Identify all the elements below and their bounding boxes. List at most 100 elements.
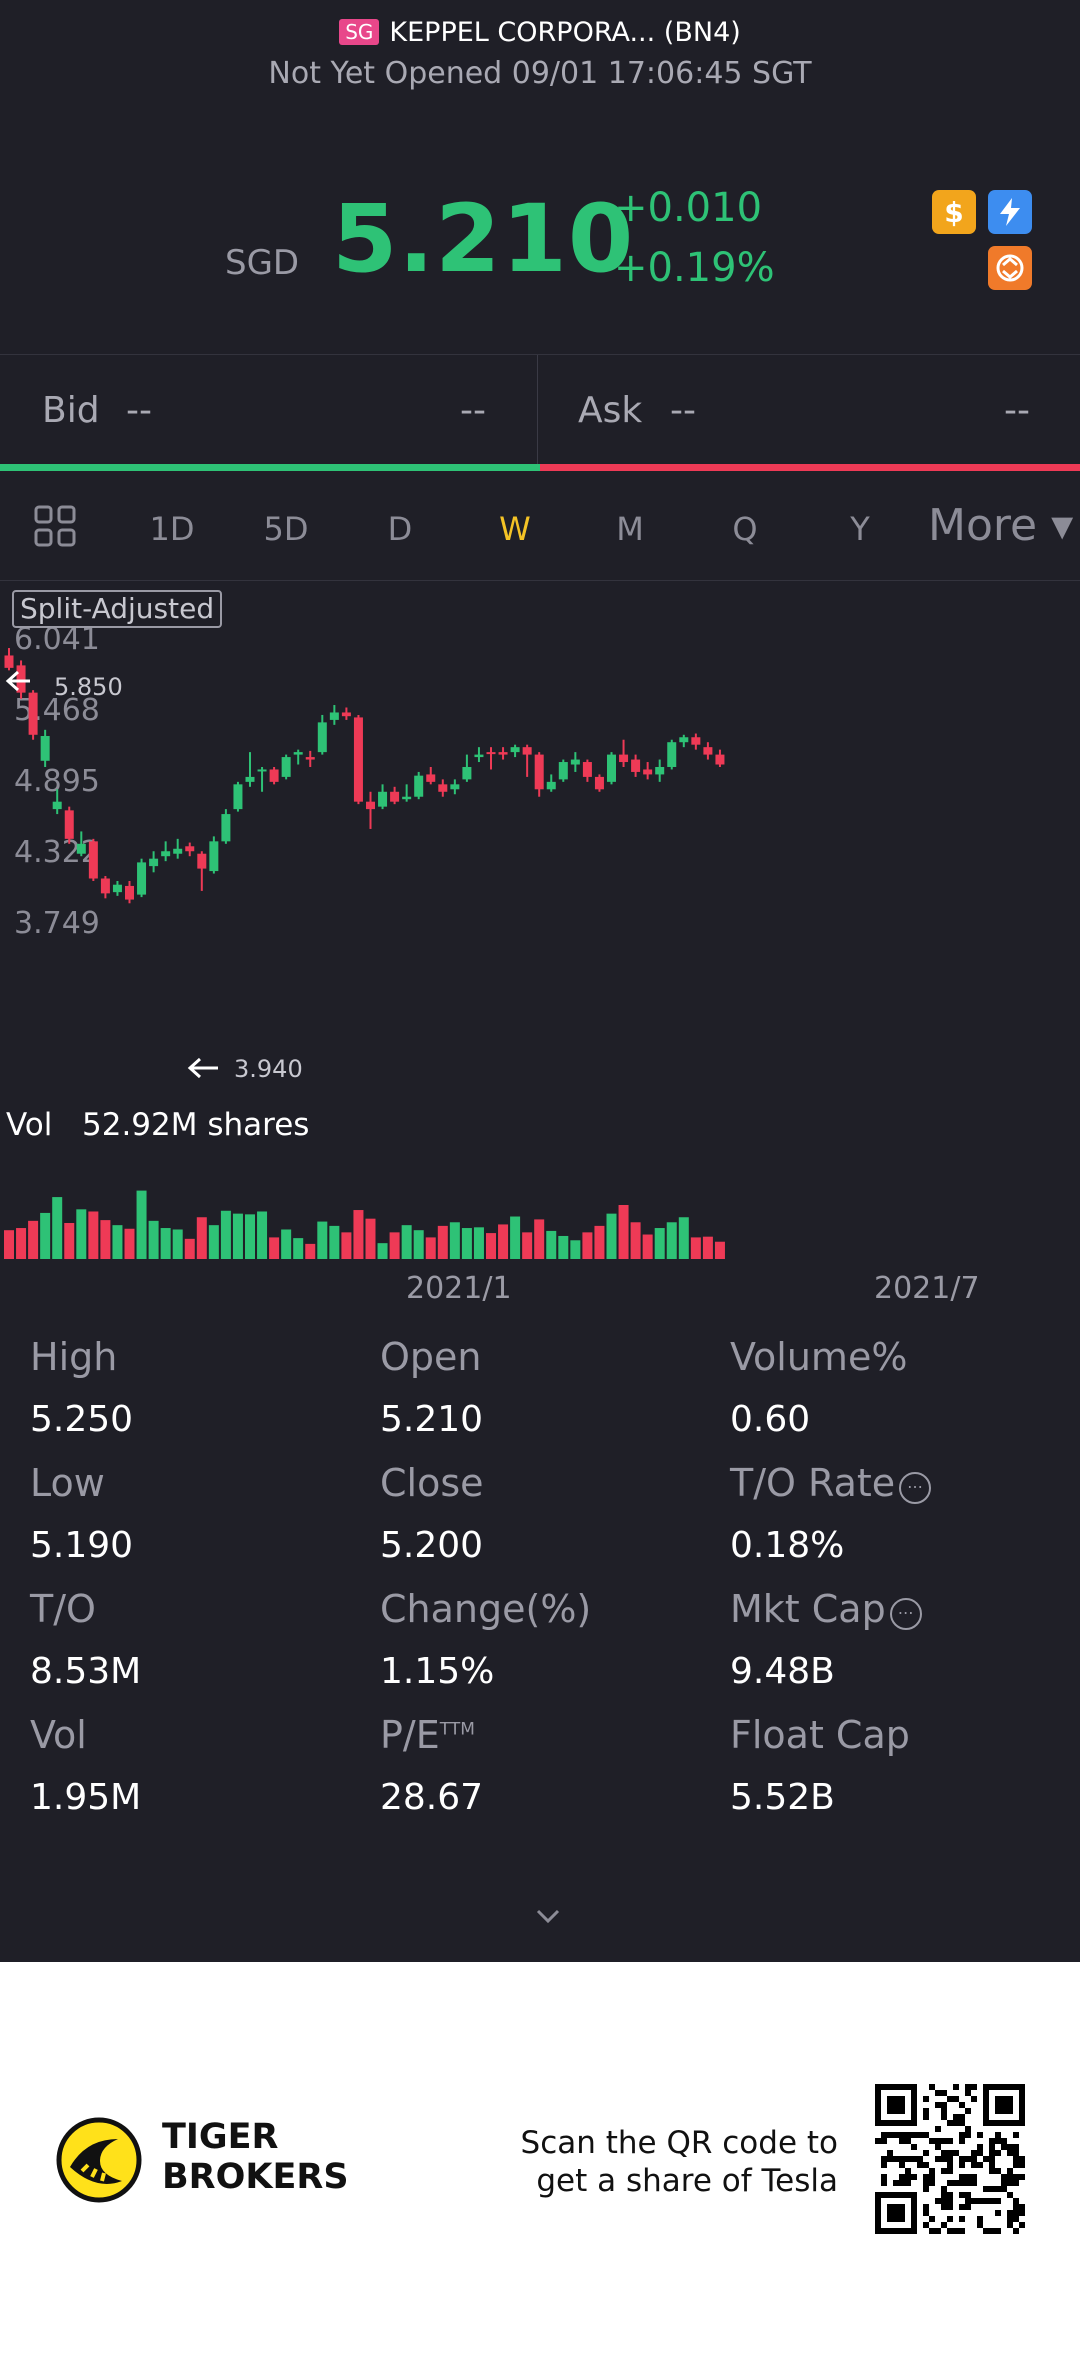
candle-body: [112, 884, 122, 893]
last-price: 5.210: [332, 185, 635, 294]
more-periods-button[interactable]: More ▾: [928, 500, 1074, 551]
qr-code-icon[interactable]: [875, 2084, 1025, 2234]
stat-value-t-o: 8.53M: [30, 1651, 142, 1692]
candle-body: [426, 774, 436, 782]
volume-bar: [269, 1237, 280, 1259]
stat-label-close: Close: [380, 1461, 484, 1505]
stat-label-text: T/O Rate: [730, 1461, 896, 1505]
volume-bar: [642, 1234, 653, 1259]
stat-label-text: Mkt Cap: [730, 1587, 886, 1631]
market-status: Not Yet Opened 09/01 17:06:45 SGT: [268, 56, 812, 91]
info-icon[interactable]: ⋯: [899, 1472, 932, 1504]
stat-label-vol: Vol: [30, 1713, 87, 1757]
chart-layout-icon[interactable]: [34, 505, 76, 547]
period-tab-1d[interactable]: 1D: [149, 510, 195, 548]
y-tick-label: 3.749: [14, 906, 100, 941]
candle-body: [366, 801, 375, 810]
candle-body: [390, 791, 400, 802]
promo-text-line1: Scan the QR code to: [520, 2125, 838, 2161]
candle-body: [173, 848, 183, 854]
volume-bar: [329, 1225, 340, 1259]
stat-value-p-e: 28.67: [380, 1777, 484, 1818]
bid-label: Bid: [42, 389, 100, 431]
candle-body: [378, 791, 388, 807]
period-tab-q[interactable]: Q: [732, 510, 758, 548]
candle-body: [4, 655, 14, 668]
volume-bar: [293, 1238, 304, 1259]
stat-value-float-cap: 5.52B: [730, 1777, 835, 1818]
volume-bar: [473, 1227, 484, 1259]
period-tab-d[interactable]: D: [387, 510, 413, 548]
stat-label-t-o: T/O: [30, 1587, 96, 1631]
candle-body: [137, 862, 147, 895]
candle-body: [558, 762, 568, 780]
volume-bar: [100, 1220, 111, 1259]
stat-value-volume: 0.60: [730, 1399, 811, 1440]
candle-body: [185, 846, 195, 852]
price-change-pct: +0.19%: [614, 245, 775, 291]
candle-body: [402, 796, 412, 800]
stat-value-low: 5.190: [30, 1525, 134, 1566]
candle-body: [317, 722, 327, 753]
ask-price: --: [670, 389, 696, 431]
volume-bar: [510, 1216, 521, 1259]
stat-label-text: P/E: [380, 1713, 440, 1757]
swap-icon[interactable]: [988, 246, 1032, 290]
period-tab-w[interactable]: W: [499, 510, 531, 548]
main-panel: [0, 0, 1080, 1962]
period-tab-y[interactable]: Y: [850, 510, 870, 548]
volume-bar: [498, 1224, 509, 1259]
quote-row: SGD 5.210 +0.010 +0.19%: [0, 185, 1080, 305]
volume-bar: [232, 1213, 243, 1259]
candle-body: [197, 853, 207, 869]
candle-body: [149, 858, 159, 867]
stat-label-superscript: TTM: [439, 1719, 475, 1740]
volume-bar: [690, 1237, 701, 1259]
volume-bar: [437, 1225, 448, 1259]
dollar-icon[interactable]: $: [932, 190, 976, 234]
stat-label-mkt-cap: Mkt Cap ⋯: [730, 1587, 922, 1631]
volume-bar: [425, 1237, 436, 1259]
volume-bar: [28, 1220, 39, 1259]
candle-body: [570, 759, 580, 765]
volume-bar: [4, 1230, 14, 1259]
volume-bar: [281, 1229, 292, 1259]
volume-value: 52.92M shares: [82, 1107, 309, 1143]
volume-bar: [546, 1230, 557, 1259]
stat-label-p-e: P/ETTM: [380, 1713, 475, 1757]
stat-label-text: Vol: [30, 1713, 87, 1757]
brand-name-line1: TIGER: [162, 2117, 279, 2157]
tiger-logo-icon: [56, 2117, 142, 2203]
stat-value-change: 1.15%: [380, 1651, 495, 1692]
volume-bar: [148, 1220, 159, 1259]
candle-body: [607, 754, 616, 782]
volume-bar: [702, 1236, 713, 1259]
candle-body: [293, 752, 303, 755]
candle-body: [667, 742, 677, 767]
bid-size: --: [460, 389, 486, 431]
stat-label-text: Change(%): [380, 1587, 592, 1631]
candle-body: [691, 737, 701, 745]
volume-bar: [160, 1228, 171, 1259]
candle-body: [679, 737, 689, 743]
period-tab-5d[interactable]: 5D: [263, 510, 309, 548]
volume-bar: [52, 1197, 63, 1259]
candle-body: [715, 754, 725, 765]
brand-name-line2: BROKERS: [162, 2157, 349, 2197]
volume-bar: [401, 1225, 412, 1259]
chevron-down-icon[interactable]: [536, 1904, 560, 1928]
stat-label-high: High: [30, 1335, 117, 1379]
candle-body: [655, 766, 665, 775]
flash-icon[interactable]: [988, 190, 1032, 234]
candle-body: [438, 784, 448, 792]
info-icon[interactable]: ⋯: [889, 1598, 922, 1630]
volume-bar: [16, 1228, 27, 1259]
period-tab-m[interactable]: M: [616, 510, 644, 548]
stat-value-mkt-cap: 9.48B: [730, 1651, 835, 1692]
candle-body: [486, 752, 496, 755]
split-adjusted-toggle[interactable]: Split-Adjusted: [12, 590, 223, 628]
candle-body: [100, 878, 110, 894]
volume-bar: [124, 1228, 135, 1259]
stat-label-text: High: [30, 1335, 118, 1379]
